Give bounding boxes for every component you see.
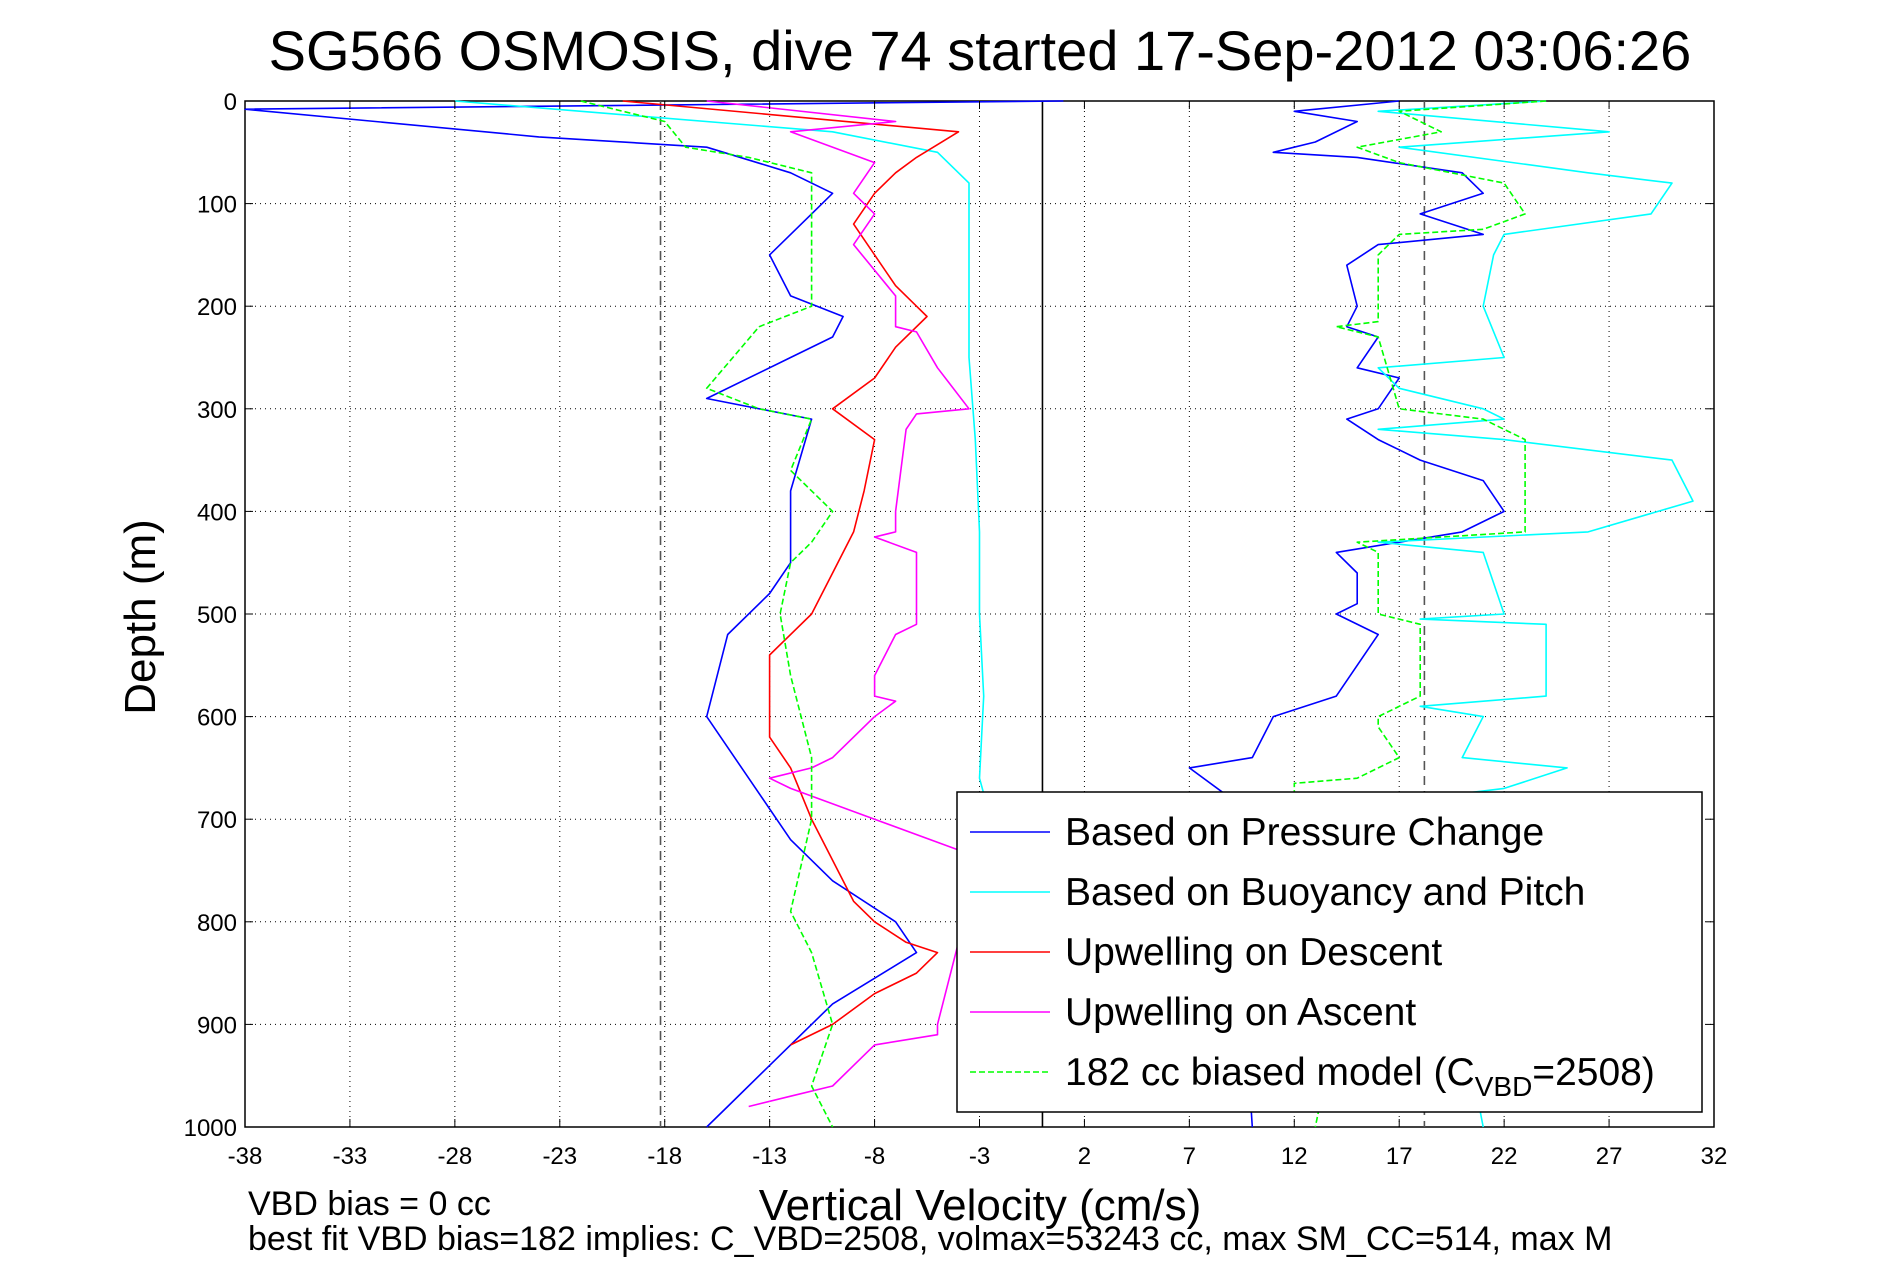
- vbd-bias-annotation: VBD bias = 0 cc: [248, 1185, 491, 1223]
- legend-box: [956, 791, 1703, 1113]
- best-fit-annotation: best fit VBD bias=182 implies: C_VBD=250…: [248, 1220, 1612, 1258]
- x-tick-label: -33: [333, 1143, 368, 1170]
- x-tick-label: 7: [1183, 1143, 1196, 1170]
- x-tick-label: -8: [864, 1143, 885, 1170]
- legend: Based on Pressure Change Based on Buoyanc…: [956, 791, 1703, 1113]
- y-tick-label: 400: [197, 499, 237, 526]
- legend-items: Based on Pressure Change Based on Buoyanc…: [970, 811, 1655, 1102]
- y-tick-label: 600: [197, 705, 237, 732]
- series-line-1: [244, 100, 1064, 1128]
- y-tick-label: 300: [197, 397, 237, 424]
- legend-label: Based on Pressure Change: [1065, 811, 1544, 854]
- x-tick-label: -38: [228, 1143, 263, 1170]
- x-tick-label: -3: [969, 1143, 990, 1170]
- x-tick-label: 22: [1491, 1143, 1518, 1170]
- series-line-3: [622, 100, 960, 1046]
- legend-label-subscript: VBD: [1475, 1071, 1533, 1102]
- legend-label: Upwelling on Ascent: [1065, 991, 1416, 1034]
- y-tick-label: 200: [197, 294, 237, 321]
- series-line-2: [454, 100, 989, 810]
- legend-label: 182 cc biased model (CVBD=2508): [1065, 1051, 1655, 1102]
- ticks: -38 -33 -28 -23 -18 -13 -8 -3 2 7 12 17 22 27 32010020…: [184, 89, 1728, 1170]
- y-tick-label: 700: [197, 807, 237, 834]
- y-tick-label: 0: [224, 89, 237, 116]
- legend-label-main: 182 cc biased model (C: [1065, 1051, 1475, 1094]
- legend-label: Based on Buoyancy and Pitch: [1065, 871, 1585, 914]
- y-tick-label: 1000: [184, 1115, 237, 1142]
- series-line-2: [1377, 100, 1694, 1128]
- legend-label: Upwelling on Descent: [1065, 931, 1442, 974]
- x-tick-label: -23: [542, 1143, 577, 1170]
- x-tick-label: -18: [647, 1143, 682, 1170]
- y-axis-label: Depth (m): [116, 519, 165, 715]
- legend-label-tail: =2508): [1532, 1051, 1655, 1094]
- chart-title: SG566 OSMOSIS, dive 74 started 17-Sep-20…: [269, 19, 1692, 82]
- y-tick-label: 500: [197, 602, 237, 629]
- x-tick-label: -13: [752, 1143, 787, 1170]
- x-tick-label: 12: [1281, 1143, 1308, 1170]
- y-tick-label: 800: [197, 910, 237, 937]
- x-tick-label: 2: [1078, 1143, 1091, 1170]
- x-tick-label: -28: [438, 1143, 473, 1170]
- x-tick-label: 17: [1386, 1143, 1413, 1170]
- x-axis-label: Vertical Velocity (cm/s): [759, 1181, 1202, 1230]
- series-line-5: [580, 100, 834, 1128]
- x-tick-label: 32: [1701, 1143, 1728, 1170]
- y-tick-label: 900: [197, 1012, 237, 1039]
- y-tick-label: 100: [197, 192, 237, 219]
- x-tick-label: 27: [1596, 1143, 1623, 1170]
